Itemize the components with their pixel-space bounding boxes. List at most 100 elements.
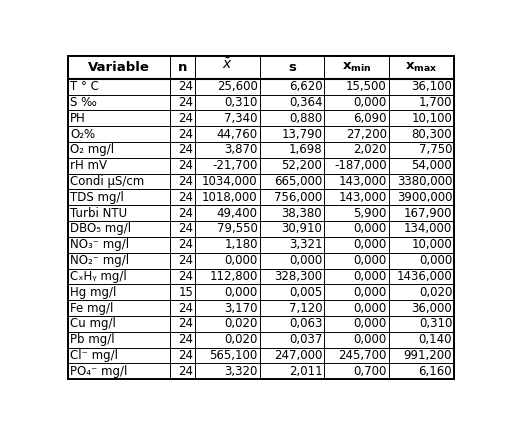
- Text: 991,200: 991,200: [404, 349, 452, 362]
- Text: 143,000: 143,000: [338, 191, 387, 204]
- Text: 44,760: 44,760: [217, 128, 258, 140]
- Text: 24: 24: [178, 318, 193, 330]
- Text: 756,000: 756,000: [274, 191, 322, 204]
- Text: 0,000: 0,000: [419, 254, 452, 267]
- Text: 0,000: 0,000: [354, 96, 387, 109]
- Text: 24: 24: [178, 333, 193, 346]
- Text: TDS mg/l: TDS mg/l: [70, 191, 124, 204]
- Text: 1,698: 1,698: [289, 143, 322, 156]
- Text: 25,600: 25,600: [217, 80, 258, 93]
- Text: 24: 24: [178, 143, 193, 156]
- Text: 0,000: 0,000: [354, 238, 387, 251]
- Text: PO₄⁻ mg/l: PO₄⁻ mg/l: [70, 365, 127, 378]
- Text: 3,170: 3,170: [224, 302, 258, 315]
- Text: 3,321: 3,321: [289, 238, 322, 251]
- Text: -187,000: -187,000: [334, 159, 387, 172]
- Text: 24: 24: [178, 159, 193, 172]
- Text: $\mathbf{x}_{\mathbf{min}}$: $\mathbf{x}_{\mathbf{min}}$: [342, 61, 371, 74]
- Text: O₂%: O₂%: [70, 128, 95, 140]
- Text: 0,140: 0,140: [419, 333, 452, 346]
- Text: 24: 24: [178, 254, 193, 267]
- Text: 0,000: 0,000: [354, 223, 387, 235]
- Text: 665,000: 665,000: [274, 175, 322, 188]
- Text: Fe mg/l: Fe mg/l: [70, 302, 114, 315]
- Text: Pb mg/l: Pb mg/l: [70, 333, 115, 346]
- Text: 10,100: 10,100: [411, 112, 452, 125]
- Text: s: s: [288, 61, 296, 74]
- Text: 0,880: 0,880: [289, 112, 322, 125]
- Text: 24: 24: [178, 238, 193, 251]
- Text: rH mV: rH mV: [70, 159, 107, 172]
- Text: 245,700: 245,700: [338, 349, 387, 362]
- Text: 0,005: 0,005: [289, 286, 322, 299]
- Text: 13,790: 13,790: [281, 128, 322, 140]
- Text: 79,550: 79,550: [217, 223, 258, 235]
- Text: NO₂⁻ mg/l: NO₂⁻ mg/l: [70, 254, 129, 267]
- Text: 6,160: 6,160: [418, 365, 452, 378]
- Text: 24: 24: [178, 207, 193, 220]
- Text: $\bar{x}$: $\bar{x}$: [222, 57, 233, 72]
- Text: 0,000: 0,000: [224, 254, 258, 267]
- Text: 1034,000: 1034,000: [202, 175, 258, 188]
- Text: 0,000: 0,000: [354, 254, 387, 267]
- Text: 0,000: 0,000: [354, 286, 387, 299]
- Text: 3,870: 3,870: [224, 143, 258, 156]
- Text: 247,000: 247,000: [274, 349, 322, 362]
- Text: 3380,000: 3380,000: [397, 175, 452, 188]
- Text: Hg mg/l: Hg mg/l: [70, 286, 117, 299]
- Text: 0,364: 0,364: [289, 96, 322, 109]
- Text: 0,000: 0,000: [354, 333, 387, 346]
- Text: NO₃⁻ mg/l: NO₃⁻ mg/l: [70, 238, 129, 251]
- Text: 49,400: 49,400: [217, 207, 258, 220]
- Text: 1,180: 1,180: [224, 238, 258, 251]
- Text: 167,900: 167,900: [404, 207, 452, 220]
- Text: 5,900: 5,900: [353, 207, 387, 220]
- Text: 3900,000: 3900,000: [397, 191, 452, 204]
- Text: 24: 24: [178, 270, 193, 283]
- Text: 0,020: 0,020: [419, 286, 452, 299]
- Text: 0,700: 0,700: [353, 365, 387, 378]
- Text: 0,000: 0,000: [289, 254, 322, 267]
- Text: T ° C: T ° C: [70, 80, 99, 93]
- Text: 3,320: 3,320: [224, 365, 258, 378]
- Text: n: n: [178, 61, 187, 74]
- Text: $\mathbf{x}_{\mathbf{max}}$: $\mathbf{x}_{\mathbf{max}}$: [405, 61, 438, 74]
- Text: 24: 24: [178, 128, 193, 140]
- Text: 565,100: 565,100: [210, 349, 258, 362]
- Text: O₂ mg/l: O₂ mg/l: [70, 143, 114, 156]
- Text: 0,000: 0,000: [354, 318, 387, 330]
- Text: 24: 24: [178, 191, 193, 204]
- Bar: [68, 56, 454, 79]
- Text: 24: 24: [178, 80, 193, 93]
- Text: Cl⁻ mg/l: Cl⁻ mg/l: [70, 349, 118, 362]
- Text: -21,700: -21,700: [212, 159, 258, 172]
- Text: 24: 24: [178, 112, 193, 125]
- Text: 328,300: 328,300: [274, 270, 322, 283]
- Text: 36,000: 36,000: [411, 302, 452, 315]
- Text: 112,800: 112,800: [209, 270, 258, 283]
- Text: 7,340: 7,340: [224, 112, 258, 125]
- Text: 134,000: 134,000: [404, 223, 452, 235]
- Text: 7,750: 7,750: [419, 143, 452, 156]
- Text: Cu mg/l: Cu mg/l: [70, 318, 116, 330]
- Text: PH: PH: [70, 112, 86, 125]
- Text: Variable: Variable: [88, 61, 150, 74]
- Text: 6,090: 6,090: [353, 112, 387, 125]
- Text: 15,500: 15,500: [346, 80, 387, 93]
- Text: 0,000: 0,000: [354, 270, 387, 283]
- Text: 1,700: 1,700: [419, 96, 452, 109]
- Text: 0,063: 0,063: [289, 318, 322, 330]
- Text: 6,620: 6,620: [289, 80, 322, 93]
- Text: 24: 24: [178, 96, 193, 109]
- Text: 2,020: 2,020: [353, 143, 387, 156]
- Text: 52,200: 52,200: [281, 159, 322, 172]
- Text: 0,020: 0,020: [224, 333, 258, 346]
- Text: 27,200: 27,200: [346, 128, 387, 140]
- Text: 15: 15: [178, 286, 193, 299]
- Text: S ‰: S ‰: [70, 96, 97, 109]
- Text: 143,000: 143,000: [338, 175, 387, 188]
- Text: 24: 24: [178, 349, 193, 362]
- Text: 38,380: 38,380: [281, 207, 322, 220]
- Text: 24: 24: [178, 175, 193, 188]
- Text: Turbi NTU: Turbi NTU: [70, 207, 127, 220]
